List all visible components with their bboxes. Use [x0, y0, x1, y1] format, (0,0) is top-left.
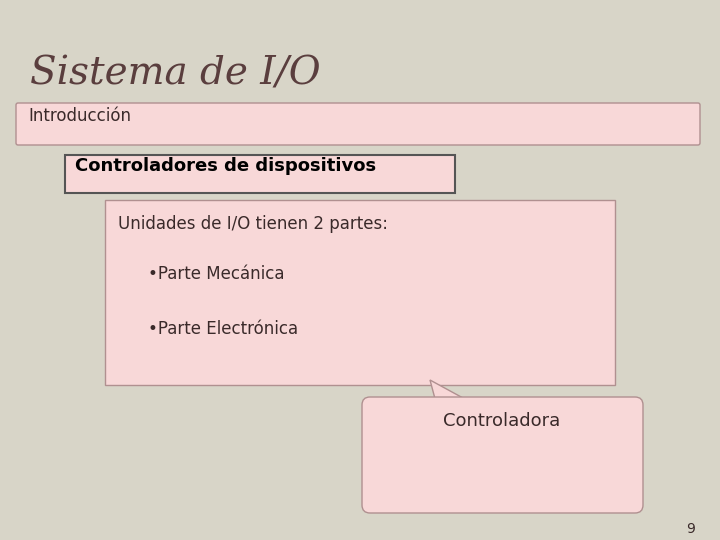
Text: •Parte Electrónica: •Parte Electrónica	[148, 320, 298, 338]
FancyBboxPatch shape	[16, 103, 700, 145]
Polygon shape	[430, 380, 485, 410]
Text: Unidades de I/O tienen 2 partes:: Unidades de I/O tienen 2 partes:	[118, 215, 388, 233]
Text: 9: 9	[686, 522, 695, 536]
Text: •Parte Mecánica: •Parte Mecánica	[148, 265, 284, 283]
FancyBboxPatch shape	[105, 200, 615, 385]
FancyBboxPatch shape	[65, 155, 455, 193]
Text: Introducción: Introducción	[28, 107, 131, 125]
FancyBboxPatch shape	[362, 397, 643, 513]
Text: Sistema de I/O: Sistema de I/O	[30, 55, 320, 92]
Text: Controladora: Controladora	[444, 412, 561, 430]
Text: Controladores de dispositivos: Controladores de dispositivos	[75, 157, 376, 175]
